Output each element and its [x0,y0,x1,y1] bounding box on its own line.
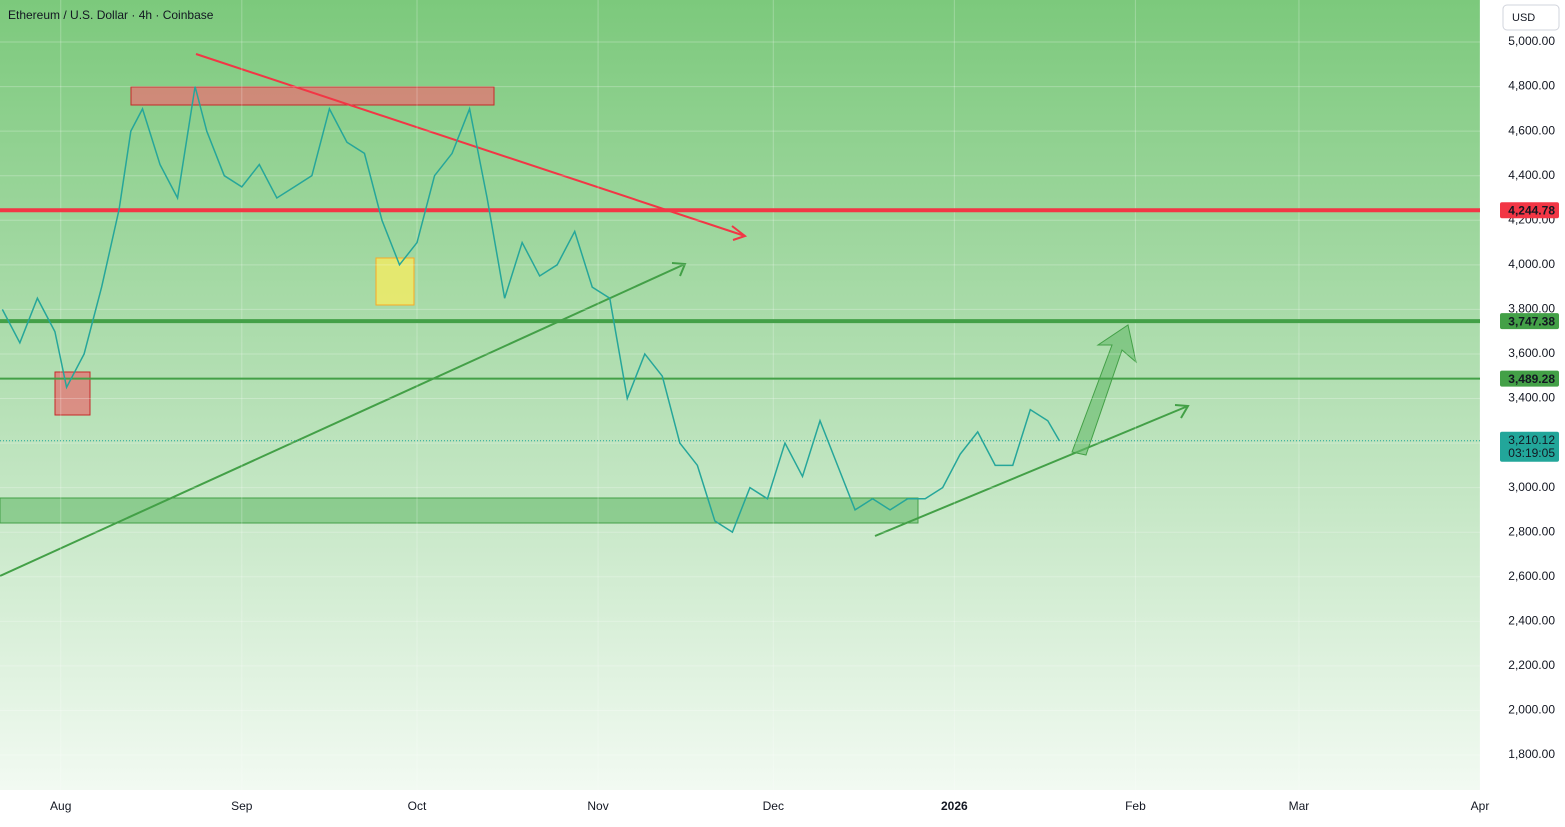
resistance-box [130,86,495,106]
y-tick-label: 4,800.00 [1508,79,1555,93]
x-tick-label: 2026 [941,799,968,813]
level-label: 3,747.38 [1508,314,1555,328]
level-tag [1500,370,1559,387]
x-tick-label: Aug [50,799,71,813]
last-price-label: 3,210.12 [1508,433,1555,447]
level-tag [1500,313,1559,330]
y-tick-label: 4,400.00 [1508,168,1555,182]
trend-line [874,405,1189,537]
y-tick-label: 3,800.00 [1508,302,1555,316]
x-tick-label: Mar [1289,799,1310,813]
level-label: 3,489.28 [1508,372,1555,386]
y-tick-label: 2,200.00 [1508,658,1555,672]
trend-line [0,263,686,577]
y-tick-label: 2,600.00 [1508,569,1555,583]
x-tick-label: Apr [1471,799,1490,813]
y-tick-label: 4,000.00 [1508,257,1555,271]
countdown: 03:19:05 [1508,446,1555,460]
currency-label[interactable]: USD [1512,12,1535,24]
y-tick-label: 3,400.00 [1508,391,1555,405]
x-tick-label: Sep [231,799,253,813]
trend-line [195,53,746,237]
currency-button[interactable] [1502,4,1560,31]
time-axis [0,790,1480,822]
y-tick-label: 3,600.00 [1508,346,1555,360]
price-line [1,86,1061,534]
level-tag [1500,202,1559,219]
y-tick-label: 3,000.00 [1508,480,1555,494]
y-tick-label: 1,800.00 [1508,747,1555,761]
y-tick-label: 5,000.00 [1508,34,1555,48]
arrow-head [731,225,748,241]
drawings [0,53,1190,577]
last-price-tag [1500,431,1559,462]
price-axis [1480,0,1565,822]
arrow-head [1174,404,1190,419]
y-tick-label: 2,800.00 [1508,524,1555,538]
y-tick-label: 2,400.00 [1508,613,1555,627]
forecast-arrow [1071,324,1137,456]
chart-title: Ethereum / U.S. Dollar · 4h · Coinbase [8,8,214,22]
x-tick-label: Nov [587,799,608,813]
x-tick-label: Dec [763,799,784,813]
demand-zone [0,497,919,524]
highlight-box [375,257,415,306]
y-tick-label: 2,000.00 [1508,703,1555,717]
arrow-head [671,262,687,277]
x-tick-label: Feb [1125,799,1146,813]
y-tick-label: 4,600.00 [1508,123,1555,137]
plot-background [0,0,1480,790]
x-tick-label: Oct [408,799,427,813]
level-label: 4,244.78 [1508,203,1555,217]
